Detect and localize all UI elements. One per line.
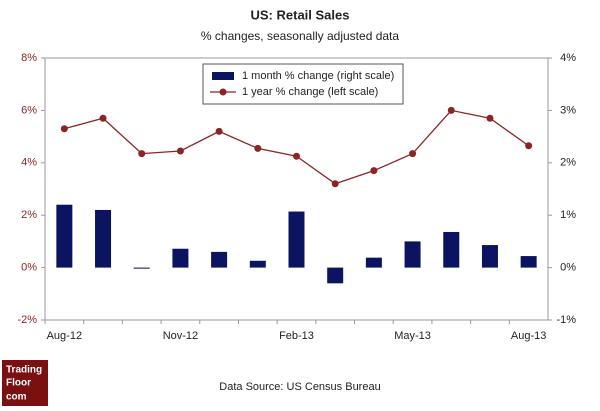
bar (56, 204, 73, 268)
logo-text: Floor (6, 378, 31, 389)
line-marker (293, 152, 300, 160)
bar (365, 257, 382, 268)
bar (172, 248, 189, 268)
y-tick-label: -2% (17, 314, 37, 326)
x-tick-label: May-13 (394, 330, 431, 342)
x-tick-label: Aug-13 (511, 330, 546, 342)
y2-tick-label: 3% (560, 104, 576, 116)
line-marker (254, 144, 262, 152)
y-tick-label: 4% (21, 157, 37, 169)
line-marker (370, 167, 378, 175)
y-tick-label: 0% (21, 262, 37, 274)
line-marker (176, 147, 184, 155)
logo (2, 360, 48, 406)
chart-title: US: Retail Sales (251, 7, 350, 22)
bar (249, 260, 266, 268)
logo-text: Trading (6, 365, 42, 376)
y-tick-label: 2% (21, 209, 37, 221)
line-marker (409, 150, 417, 158)
x-tick-label: Feb-13 (279, 330, 314, 342)
y-tick-label: 6% (21, 104, 37, 116)
line-marker (60, 125, 68, 133)
y-tick-label: 8% (21, 52, 37, 64)
y2-tick-label: 0% (560, 262, 576, 274)
x-tick-label: Nov-12 (163, 330, 198, 342)
legend (202, 63, 404, 105)
bar (404, 241, 421, 268)
y2-tick-label: 1% (560, 209, 576, 221)
bar (288, 211, 305, 268)
line-marker (486, 114, 494, 122)
bar (520, 256, 537, 268)
line-marker (99, 114, 107, 122)
plot-area (44, 57, 549, 321)
line-marker (447, 106, 455, 114)
x-tick-label: Aug-12 (47, 330, 82, 342)
legend-label: 1 month % change (right scale) (242, 70, 394, 82)
legend-swatch (212, 72, 234, 80)
line-marker (138, 150, 146, 158)
bar (133, 267, 150, 269)
y2-tick-label: 4% (560, 52, 576, 64)
y2-tick-label: 2% (560, 157, 576, 169)
logo-text: com (6, 392, 27, 403)
y2-tick-label: -1% (556, 314, 576, 326)
line-marker (215, 127, 223, 135)
bar (211, 251, 228, 268)
legend-label: 1 year % change (left scale) (242, 86, 378, 98)
chart-subtitle: % changes, seasonally adjusted data (201, 29, 399, 43)
line-marker (331, 180, 339, 188)
bar (443, 231, 460, 268)
bar (95, 209, 112, 268)
source-note: Data Source: US Census Bureau (219, 381, 380, 393)
bar (481, 245, 498, 268)
legend-swatch (219, 88, 227, 96)
line-marker (525, 142, 533, 150)
bar (327, 267, 344, 284)
